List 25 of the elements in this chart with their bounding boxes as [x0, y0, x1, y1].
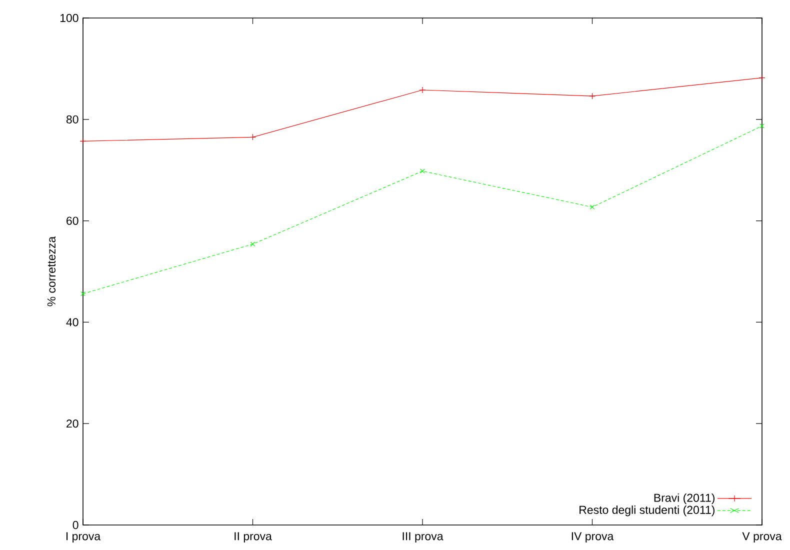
x-tick-label: V prova	[742, 532, 782, 543]
x-tick-label: I prova	[66, 532, 101, 543]
x-tick-label: II prova	[234, 532, 272, 543]
y-tick-label: 20	[66, 420, 78, 428]
point	[760, 124, 764, 128]
x-tick-label: III prova	[402, 532, 444, 543]
y-axis-title: % correttezza	[47, 236, 56, 306]
legend-label: Resto degli studenti (2011)	[580, 505, 714, 516]
point	[420, 168, 425, 174]
point	[588, 92, 596, 100]
point	[419, 86, 426, 94]
y-tick-label: 80	[66, 115, 78, 124]
y-tick-label: 60	[66, 216, 78, 225]
point	[250, 242, 256, 247]
y-tick-label: 100	[60, 14, 78, 22]
x-tick-label: IV prova	[572, 532, 614, 543]
point	[758, 74, 766, 82]
line-series	[80, 124, 764, 296]
legend-label: Bravi (2011)	[654, 493, 714, 504]
point	[249, 134, 256, 140]
point	[80, 138, 86, 144]
y-tick-label: 0	[72, 520, 78, 530]
y-tick-label: 40	[66, 318, 78, 326]
point	[80, 291, 86, 296]
point	[590, 204, 595, 210]
